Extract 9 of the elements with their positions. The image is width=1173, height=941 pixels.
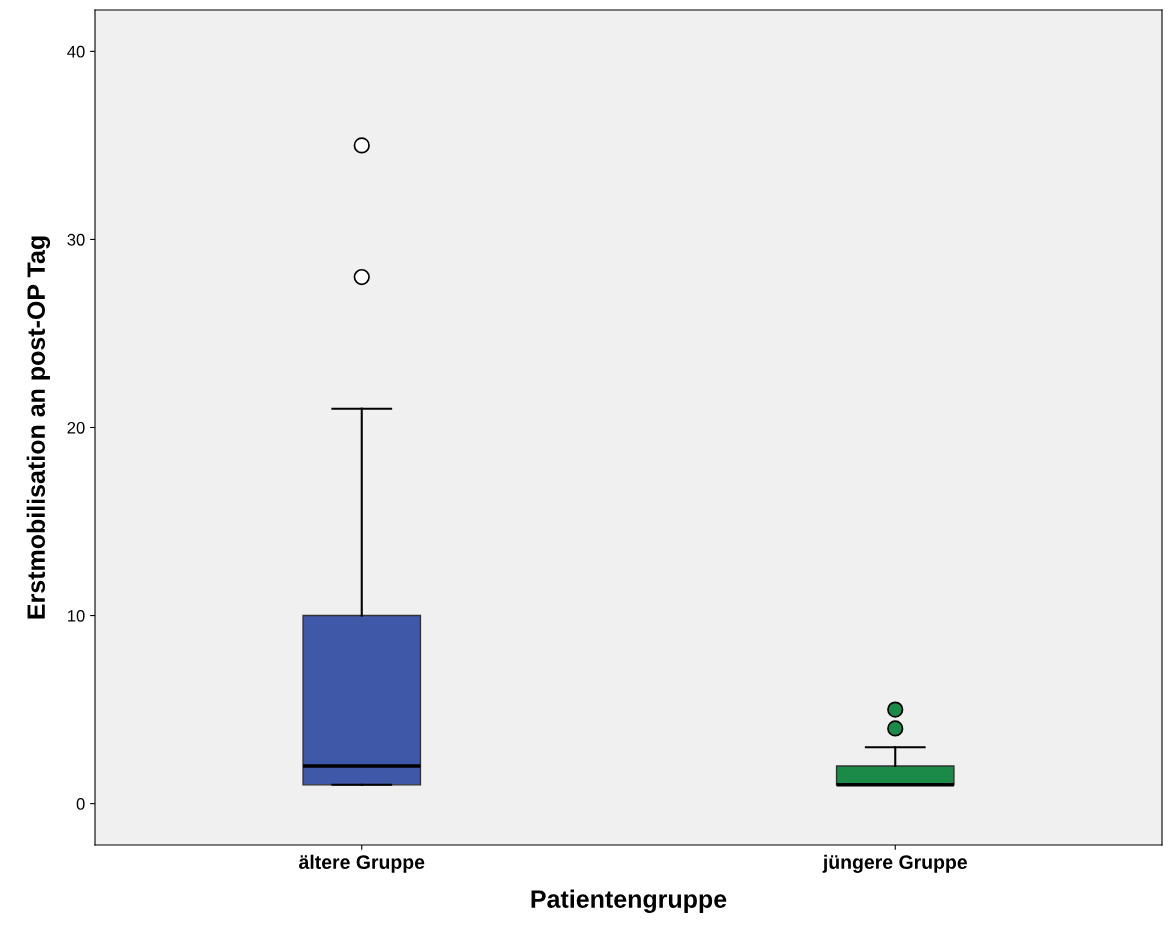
y-axis-title: Erstmobilisation an post-OP Tag (26, 236, 51, 619)
x-tick-label: jüngere Gruppe (822, 854, 967, 873)
x-axis-title: Patientengruppe (531, 889, 727, 914)
y-tick-label: 40 (67, 45, 85, 58)
y-tick-label: 20 (67, 421, 85, 434)
y-tick-label: 30 (67, 233, 85, 246)
x-tick-label: ältere Gruppe (299, 854, 425, 873)
y-tick-label: 0 (76, 798, 85, 810)
y-tick-label: 10 (68, 609, 85, 622)
